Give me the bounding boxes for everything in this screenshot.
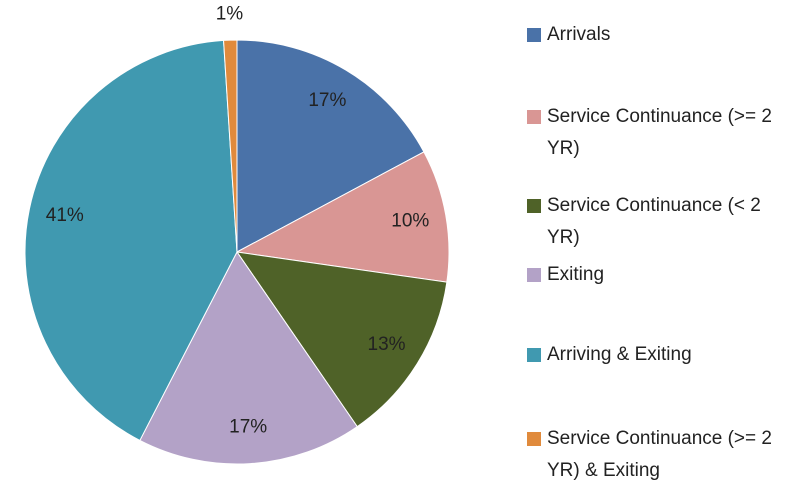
legend-swatch [527, 199, 541, 213]
data-label: 1% [216, 4, 244, 25]
pie-slice [223, 39, 238, 253]
legend-swatch [527, 432, 541, 446]
legend-label: Exiting [547, 264, 605, 285]
legend-label: Service Continuance (< 2 YR) [547, 195, 761, 248]
legend-item: Service Continuance (>= 2 YR) [527, 101, 773, 165]
legend-item: Service Continuance (< 2 YR) [527, 190, 773, 254]
legend-label: Arriving & Exiting [547, 344, 692, 365]
legend-swatch [527, 28, 541, 42]
legend-swatch [527, 348, 541, 362]
legend-item: Exiting [527, 259, 773, 291]
data-label: 17% [308, 90, 346, 111]
pie-slice [235, 251, 448, 428]
pie-slice [24, 39, 238, 442]
pie-slice [236, 39, 425, 253]
pie-slice [235, 151, 450, 283]
pie-slice [139, 251, 358, 465]
data-label: 10% [391, 210, 429, 231]
data-label: 17% [229, 417, 267, 438]
legend-item: Service Continuance (>= 2 YR) & Exiting [527, 423, 773, 483]
legend-swatch [527, 110, 541, 124]
legend-label: Arrivals [547, 24, 611, 45]
data-label: 13% [368, 334, 406, 355]
data-label: 41% [46, 205, 84, 226]
legend-item: Arriving & Exiting [527, 339, 773, 371]
legend-label: Service Continuance (>= 2 YR) [547, 106, 772, 159]
legend-label: Service Continuance (>= 2 YR) & Exiting [547, 428, 772, 481]
legend-item: Arrivals [527, 19, 773, 51]
pie-area: 17% 10% 13% 17% 41% 1% [24, 4, 450, 465]
legend-swatch [527, 268, 541, 282]
